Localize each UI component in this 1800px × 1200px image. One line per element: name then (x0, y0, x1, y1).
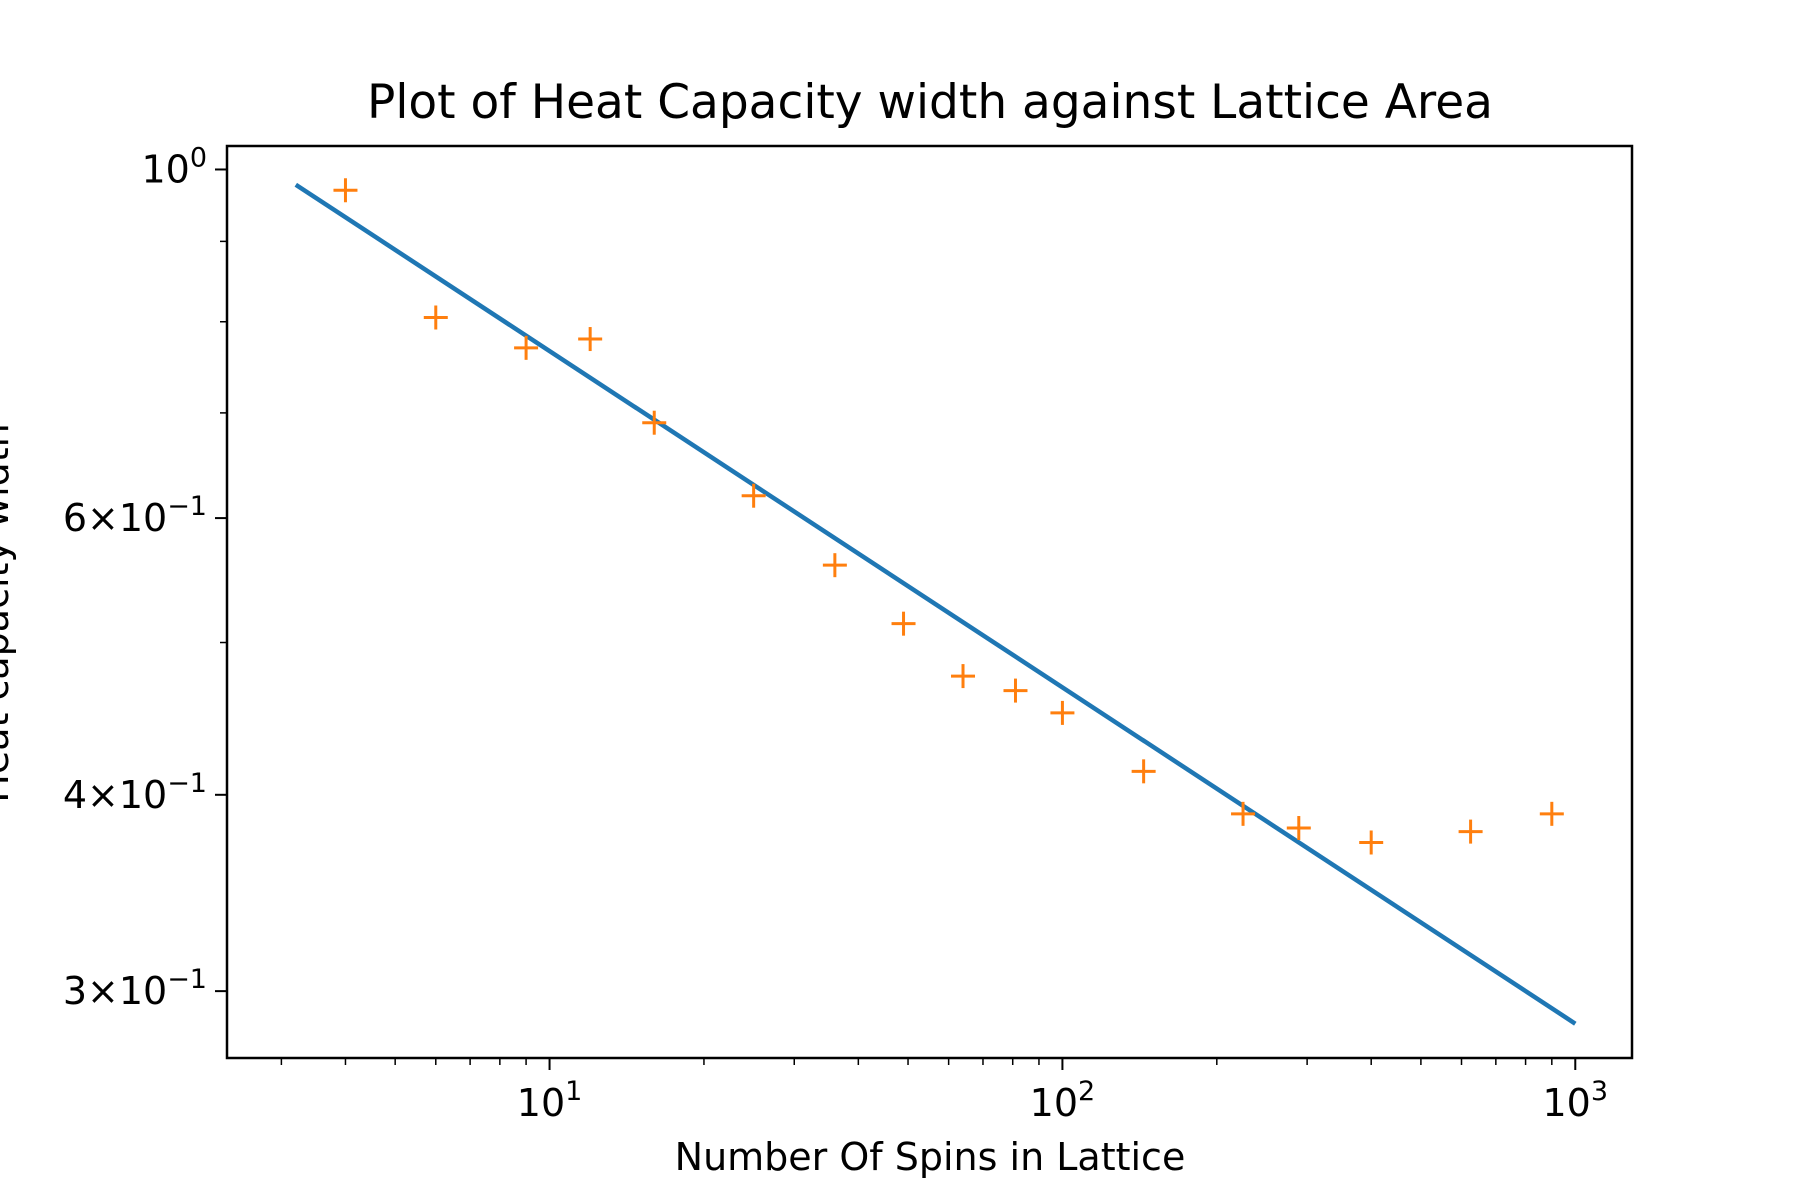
data-point-marker (1359, 830, 1384, 855)
y-tick-label: 4×10−1 (63, 768, 207, 817)
x-tick-label: 103 (1543, 1076, 1609, 1125)
data-point-marker (514, 335, 539, 360)
x-tick-label: 101 (517, 1076, 583, 1125)
data-point-marker (1458, 819, 1483, 844)
x-axis-label: Number Of Spins in Lattice (675, 1135, 1186, 1179)
plot-frame (225, 144, 1634, 1060)
axis-ticks: 101 102 103 100 6×10−1 4×10−1 3×10−1 (63, 142, 1608, 1125)
plot-area (294, 178, 1577, 1026)
data-point-marker (741, 483, 766, 508)
y-tick-label: 100 (141, 142, 207, 191)
y-axis-label: Heat capacity width (0, 423, 17, 802)
series-line (294, 182, 1577, 1026)
y-tick-label: 3×10−1 (63, 964, 207, 1013)
data-point-marker (1131, 759, 1156, 784)
data-point-marker (642, 410, 667, 435)
data-point-marker (1003, 678, 1028, 703)
x-tick-label: 102 (1030, 1076, 1096, 1125)
data-point-marker (333, 178, 358, 203)
data-point-marker (822, 553, 847, 578)
data-point-marker (1050, 700, 1075, 725)
chart-title: Plot of Heat Capacity width against Latt… (367, 75, 1493, 130)
data-point-marker (891, 611, 916, 636)
data-point-marker (578, 327, 603, 352)
data-point-marker (951, 664, 976, 689)
data-point-marker (423, 305, 448, 330)
data-point-marker (1231, 801, 1256, 826)
data-point-marker (1286, 816, 1311, 841)
data-point-marker (1539, 801, 1564, 826)
y-tick-label: 6×10−1 (63, 491, 207, 540)
